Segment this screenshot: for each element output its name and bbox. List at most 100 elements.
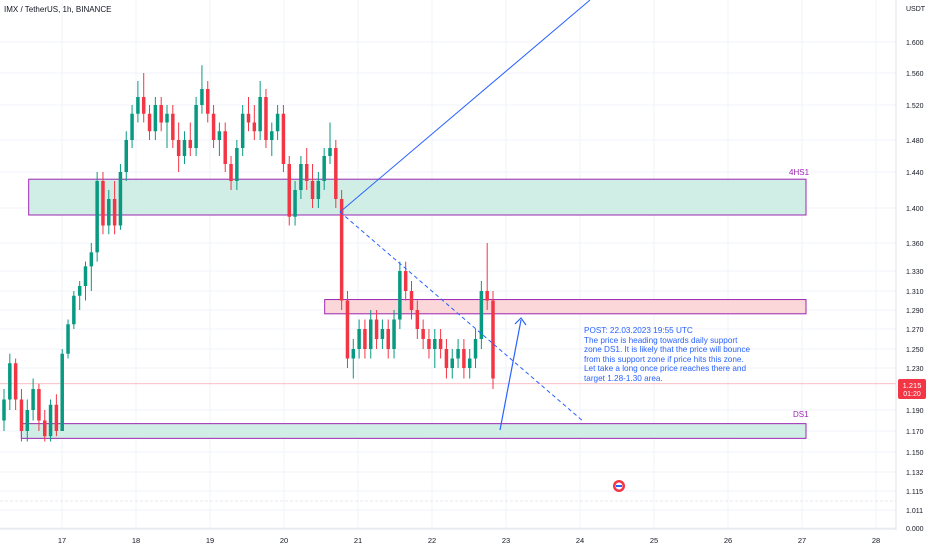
candle[interactable] <box>392 310 396 359</box>
candle[interactable] <box>310 164 315 208</box>
candle[interactable] <box>270 122 274 157</box>
candle[interactable] <box>299 156 303 199</box>
candle[interactable] <box>357 319 361 359</box>
candle[interactable] <box>258 81 262 140</box>
candle[interactable] <box>206 81 210 123</box>
candle-body <box>433 339 437 349</box>
candle[interactable] <box>89 243 94 291</box>
candle[interactable] <box>217 122 222 157</box>
projection-arrow[interactable] <box>499 319 522 431</box>
candle[interactable] <box>369 310 373 359</box>
candle-body <box>171 113 175 140</box>
candle[interactable] <box>211 105 216 148</box>
candle[interactable] <box>462 339 466 379</box>
candle[interactable] <box>112 181 117 235</box>
candle[interactable] <box>316 172 321 208</box>
candle-body <box>66 324 70 354</box>
candle[interactable] <box>101 172 105 235</box>
candle[interactable] <box>83 261 88 301</box>
candle[interactable] <box>107 190 111 235</box>
candle[interactable] <box>8 353 12 410</box>
candle[interactable] <box>60 349 64 431</box>
candle[interactable] <box>386 319 390 359</box>
candle[interactable] <box>409 281 414 320</box>
candle[interactable] <box>77 281 82 310</box>
candle[interactable] <box>182 131 187 164</box>
candle[interactable] <box>2 389 6 431</box>
candle[interactable] <box>72 291 76 329</box>
candle[interactable] <box>339 190 344 310</box>
trend-line-rising[interactable] <box>339 0 591 213</box>
candle[interactable] <box>345 291 350 368</box>
candle[interactable] <box>479 281 484 349</box>
candle[interactable] <box>48 399 53 442</box>
candle[interactable] <box>200 65 204 114</box>
candle[interactable] <box>136 81 140 123</box>
candle[interactable] <box>246 97 251 132</box>
y-tick-label: 1.115 <box>906 489 923 496</box>
flag-icon[interactable] <box>613 480 625 492</box>
candle[interactable] <box>351 339 356 379</box>
candle[interactable] <box>229 156 233 190</box>
candle[interactable] <box>456 339 460 368</box>
candle[interactable] <box>363 319 367 359</box>
candle[interactable] <box>235 140 239 190</box>
candle[interactable] <box>438 329 443 359</box>
candle[interactable] <box>176 122 181 173</box>
candle[interactable] <box>194 97 198 156</box>
candle[interactable] <box>188 122 193 157</box>
support-zone[interactable] <box>324 299 807 315</box>
candle[interactable] <box>54 394 59 437</box>
candle[interactable] <box>433 329 437 368</box>
candle[interactable] <box>322 148 326 190</box>
candle[interactable] <box>118 164 123 230</box>
candle[interactable] <box>293 181 297 226</box>
candle[interactable] <box>130 105 134 148</box>
candle[interactable] <box>13 358 18 411</box>
candle[interactable] <box>421 319 425 350</box>
candle[interactable] <box>43 410 47 442</box>
candle[interactable] <box>153 97 158 140</box>
candle[interactable] <box>31 378 35 421</box>
candle[interactable] <box>380 319 385 350</box>
candle[interactable] <box>473 329 478 368</box>
candle[interactable] <box>334 140 338 208</box>
candle[interactable] <box>124 131 128 181</box>
candle[interactable] <box>66 319 70 359</box>
candle[interactable] <box>95 172 99 262</box>
support-zone[interactable] <box>20 423 807 439</box>
candle[interactable] <box>25 399 30 442</box>
candle[interactable] <box>427 329 431 359</box>
candle[interactable] <box>252 105 257 140</box>
candle[interactable] <box>374 310 379 349</box>
candle[interactable] <box>450 349 454 379</box>
candle[interactable] <box>398 261 402 329</box>
candle[interactable] <box>240 105 245 156</box>
candle[interactable] <box>304 148 309 190</box>
candle[interactable] <box>19 389 24 442</box>
trend-line-dashed[interactable] <box>339 211 585 423</box>
candle[interactable] <box>328 122 332 165</box>
analysis-note[interactable]: POST: 22.03.2023 19:55 UTC The price is … <box>584 326 754 384</box>
candle[interactable] <box>147 105 152 140</box>
candle[interactable] <box>37 383 41 431</box>
candle[interactable] <box>287 156 291 226</box>
candle[interactable] <box>141 73 146 123</box>
candle[interactable] <box>491 291 495 389</box>
candle[interactable] <box>165 105 169 148</box>
candle[interactable] <box>415 300 420 340</box>
support-zone[interactable] <box>28 178 807 216</box>
candle[interactable] <box>171 105 175 148</box>
candle[interactable] <box>485 243 489 310</box>
candle[interactable] <box>264 89 268 148</box>
candle[interactable] <box>444 339 449 379</box>
candle[interactable] <box>281 105 286 172</box>
candle[interactable] <box>467 349 472 379</box>
candle[interactable] <box>275 105 280 140</box>
candle[interactable] <box>159 97 163 132</box>
candle[interactable] <box>223 122 227 173</box>
candle-body <box>299 164 303 190</box>
symbol-title[interactable]: IMX / TetherUS, 1h, BINANCE <box>4 5 112 14</box>
